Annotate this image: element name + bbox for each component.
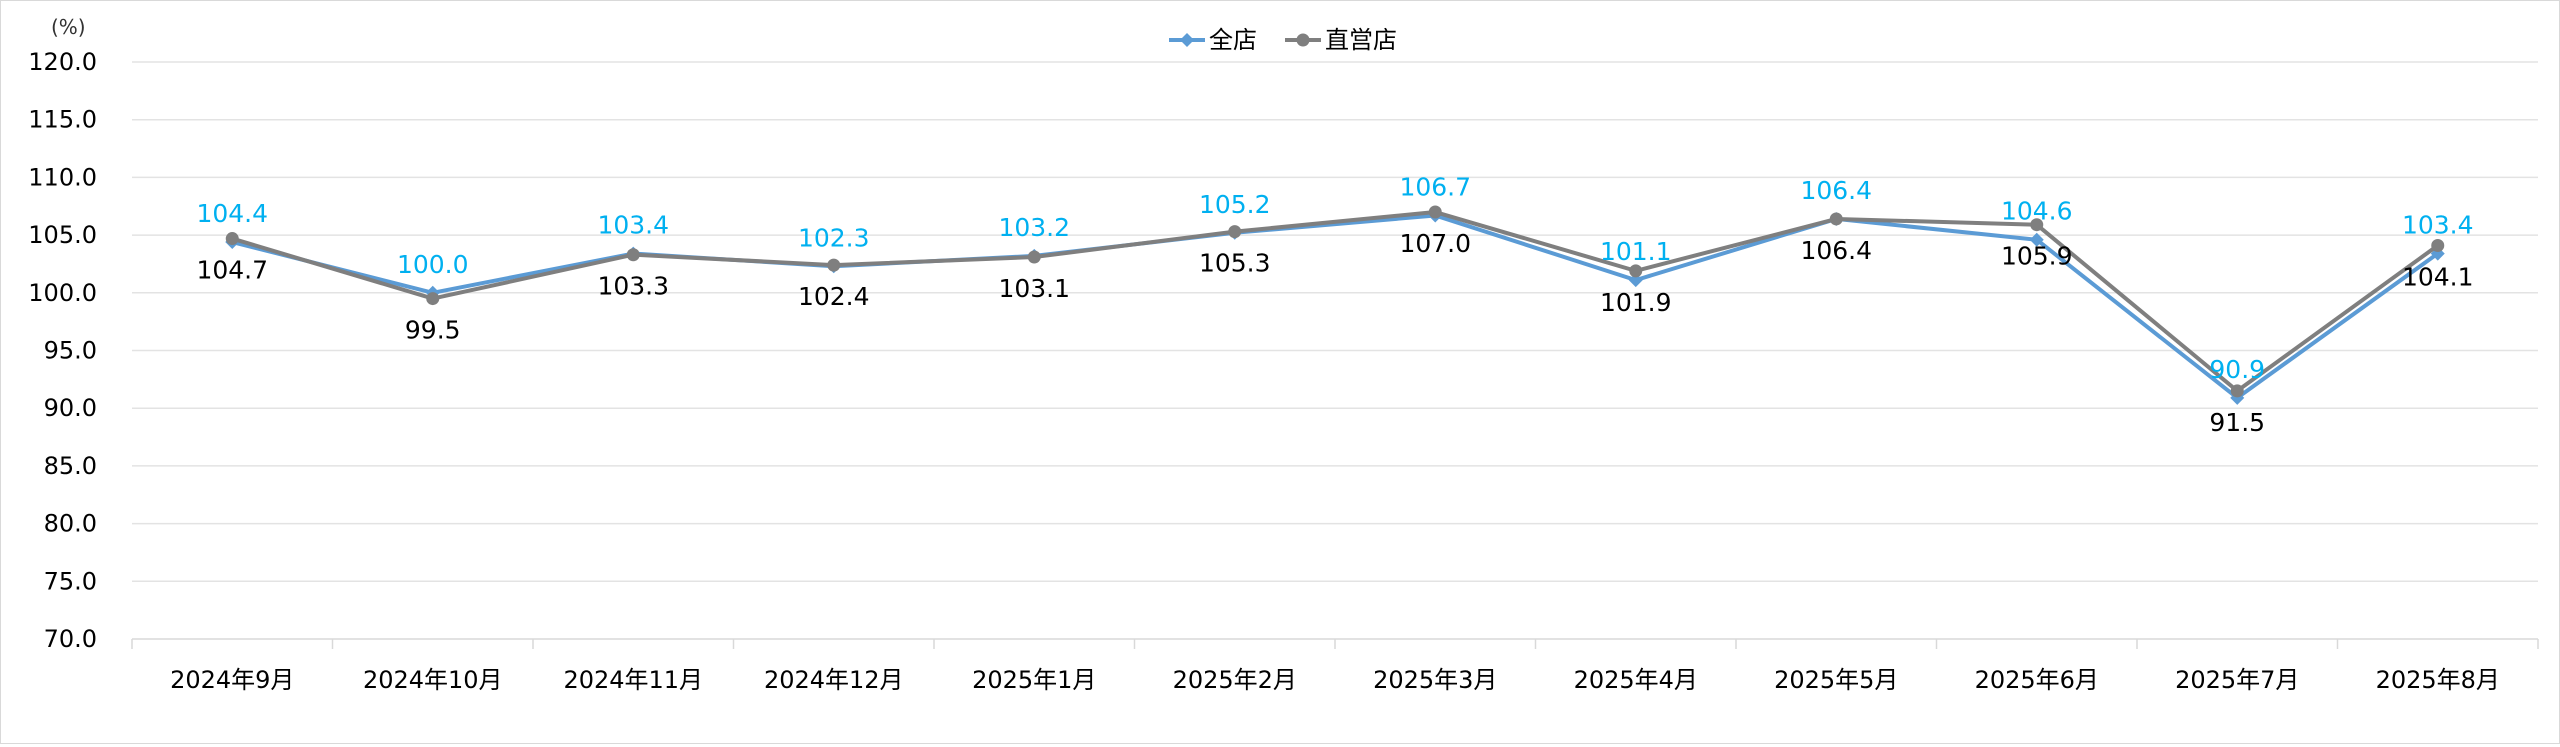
y-tick-label: 90.0	[44, 394, 97, 422]
x-tick-label: 2025年5月	[1774, 666, 1898, 694]
data-label: 90.9	[2209, 355, 2265, 384]
series	[225, 205, 2445, 405]
x-tick-label: 2025年1月	[972, 666, 1096, 694]
data-label: 105.2	[1199, 190, 1271, 219]
legend-marker	[1180, 33, 1194, 47]
data-point-marker	[2030, 218, 2044, 232]
data-point-marker	[1228, 225, 1242, 239]
data-label: 104.6	[2001, 197, 2073, 226]
x-tick-label: 2025年4月	[1574, 666, 1698, 694]
data-label: 104.1	[2402, 262, 2474, 291]
legend: 全店 直営店	[1169, 26, 1397, 54]
gridlines	[132, 61, 2538, 583]
data-point-marker	[626, 248, 640, 262]
data-point-marker	[827, 258, 841, 272]
x-tick-label: 2024年9月	[170, 666, 294, 694]
data-label: 106.7	[1399, 172, 1471, 201]
x-tick-label: 2025年7月	[2175, 666, 2299, 694]
data-label: 106.4	[1800, 176, 1872, 205]
y-tick-label: 120.0	[28, 48, 97, 76]
data-point-marker	[2431, 238, 2445, 252]
legend-marker	[1296, 33, 1310, 47]
data-label: 103.2	[998, 213, 1070, 242]
data-label: 91.5	[2209, 408, 2265, 437]
y-tick-label: 95.0	[44, 337, 97, 365]
data-label: 99.5	[405, 316, 461, 345]
y-tick-label: 80.0	[44, 510, 97, 538]
data-point-marker	[2029, 232, 2044, 247]
data-label: 103.1	[998, 274, 1070, 303]
data-label: 107.0	[1399, 229, 1471, 258]
data-label: 103.4	[2402, 211, 2474, 240]
data-label: 100.0	[397, 250, 469, 279]
data-label: 102.3	[798, 223, 870, 252]
data-labels: 104.4 100.0 103.4 102.3 103.2 105.2 106.7 101.1…	[196, 172, 2473, 436]
data-point-marker	[1629, 264, 1643, 278]
data-point-marker	[426, 292, 440, 306]
series-line-2	[231, 210, 2439, 393]
x-tick-label: 2025年2月	[1173, 666, 1297, 694]
y-unit-label: (%)	[51, 15, 86, 39]
data-label: 106.4	[1800, 236, 1872, 265]
data-point-marker	[225, 232, 239, 246]
data-label: 105.9	[2001, 242, 2073, 271]
data-point-marker	[1628, 273, 1643, 288]
data-label: 101.1	[1600, 237, 1672, 266]
y-tick-label: 70.0	[44, 625, 97, 653]
y-tick-label: 105.0	[28, 221, 97, 249]
data-point-marker	[1428, 205, 1442, 219]
x-tick-labels: 2024年9月 2024年10月 2024年11月 2024年12月 2025年1月 20…	[170, 666, 2500, 694]
x-tick-label: 2024年11月	[563, 666, 703, 694]
data-label: 103.3	[597, 272, 669, 301]
data-label: 104.4	[196, 199, 268, 228]
x-tick-label: 2025年8月	[2376, 666, 2500, 694]
data-label: 104.7	[196, 256, 268, 285]
x-tick-label: 2024年12月	[764, 666, 904, 694]
axes	[131, 638, 2539, 649]
y-tick-label: 100.0	[28, 279, 97, 307]
data-point-marker	[2230, 384, 2244, 398]
y-tick-labels: 70.0 75.0 80.0 85.0 90.0 95.0 100.0 105.0 110.0 1…	[28, 48, 97, 653]
x-tick-label: 2025年3月	[1373, 666, 1497, 694]
data-label: 105.3	[1199, 249, 1271, 278]
legend-entry-label: 直営店	[1325, 26, 1397, 54]
x-tick-label: 2025年6月	[1975, 666, 2099, 694]
y-tick-label: 115.0	[28, 106, 97, 134]
x-tick-label: 2024年10月	[363, 666, 503, 694]
y-tick-label: 75.0	[44, 567, 97, 595]
y-tick-label: 110.0	[28, 163, 97, 191]
y-tick-label: 85.0	[44, 452, 97, 480]
data-point-marker	[1027, 250, 1041, 264]
data-label: 102.4	[798, 282, 870, 311]
series-line-1	[231, 213, 2439, 400]
data-label: 101.9	[1600, 288, 1672, 317]
legend-entry-label: 全店	[1209, 26, 1257, 54]
data-point-marker	[1829, 212, 1843, 226]
data-label: 103.4	[597, 211, 669, 240]
